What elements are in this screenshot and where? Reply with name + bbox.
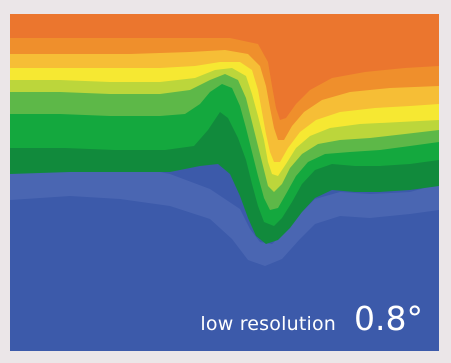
resolution-map: low resolution 0.8° <box>10 14 439 351</box>
resolution-caption: low resolution 0.8° <box>200 302 423 335</box>
band-green <box>10 80 439 226</box>
band-dark-green <box>10 102 439 244</box>
caption-label: low resolution <box>200 313 337 335</box>
caption-value: 0.8° <box>354 299 423 338</box>
band-light-blue-patch <box>10 159 439 266</box>
band-orange <box>10 36 439 140</box>
band-yellow <box>10 60 439 176</box>
color-contour-plot <box>10 14 439 351</box>
band-deep-orange <box>10 14 439 120</box>
band-light-green <box>10 72 439 210</box>
band-light-orange <box>10 48 439 162</box>
